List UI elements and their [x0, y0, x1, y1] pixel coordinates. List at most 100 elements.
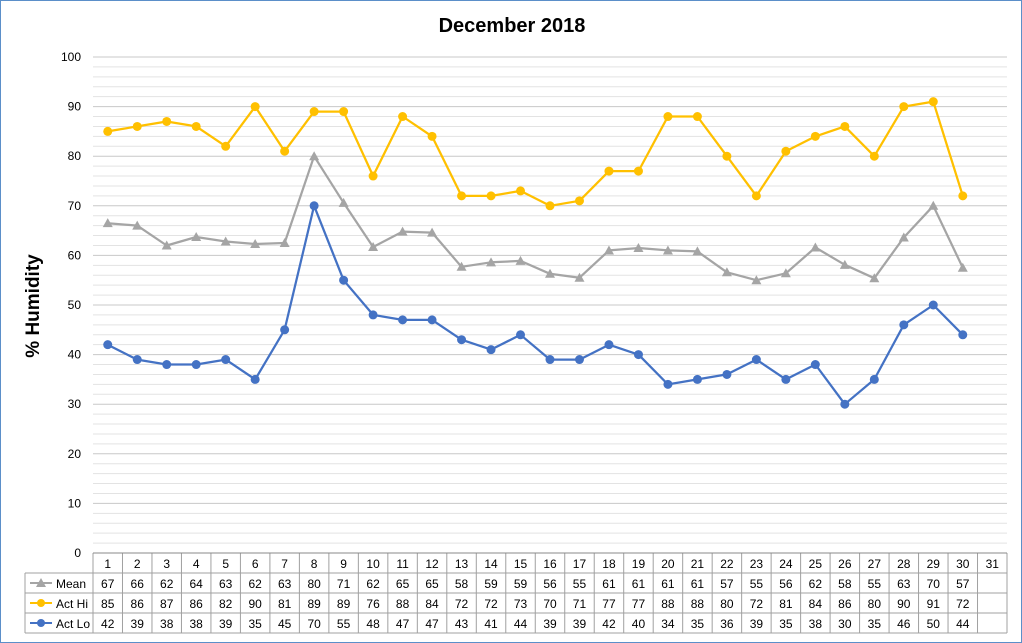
y-tick-label: 50: [68, 298, 82, 312]
table-value: 39: [750, 617, 764, 631]
series-point: [545, 201, 555, 211]
series-point: [692, 246, 703, 256]
table-value: 91: [927, 597, 941, 611]
table-value: 72: [750, 597, 764, 611]
series-point: [309, 151, 320, 161]
table-value: 67: [101, 577, 115, 591]
y-tick-label: 100: [61, 50, 81, 64]
series-point: [132, 220, 143, 230]
legend-key-marker: [36, 578, 46, 587]
series-point: [633, 350, 643, 360]
table-value: 58: [455, 577, 469, 591]
series-point: [132, 121, 142, 131]
series-point: [427, 227, 438, 237]
series-point: [928, 200, 939, 210]
table-value: 39: [131, 617, 145, 631]
series-point: [398, 112, 408, 122]
table-value: 38: [809, 617, 823, 631]
table-value: 62: [160, 577, 174, 591]
y-tick-label: 80: [68, 149, 82, 163]
series-point: [486, 191, 496, 201]
series-point: [633, 242, 644, 252]
table-value: 44: [956, 617, 970, 631]
table-value: 76: [366, 597, 380, 611]
x-tick-label: 16: [543, 557, 557, 571]
series-point: [751, 191, 761, 201]
table-value: 62: [248, 577, 262, 591]
series-point: [221, 141, 231, 151]
y-tick-label: 0: [74, 546, 81, 560]
table-value: 47: [425, 617, 439, 631]
table-value: 73: [514, 597, 528, 611]
x-tick-label: 5: [222, 557, 229, 571]
x-tick-label: 6: [252, 557, 259, 571]
table-value: 82: [219, 597, 233, 611]
series-point: [368, 241, 379, 251]
table-value: 72: [956, 597, 970, 611]
series-point: [191, 232, 202, 242]
table-value: 88: [691, 597, 705, 611]
series-point: [869, 151, 879, 161]
series-point: [869, 374, 879, 384]
table-value: 80: [868, 597, 882, 611]
x-tick-label: 22: [720, 557, 734, 571]
series-point: [191, 360, 201, 370]
series-point: [781, 146, 791, 156]
x-tick-label: 26: [838, 557, 852, 571]
table-value: 41: [484, 617, 498, 631]
table-value: 35: [248, 617, 262, 631]
table-value: 80: [307, 577, 321, 591]
series-point: [516, 330, 526, 340]
table-value: 56: [779, 577, 793, 591]
series-point: [751, 355, 761, 365]
legend-series-name: Act Lo: [56, 617, 90, 631]
series-point: [457, 335, 467, 345]
x-tick-label: 27: [868, 557, 882, 571]
series-point: [722, 151, 732, 161]
table-value: 59: [484, 577, 498, 591]
x-tick-label: 21: [691, 557, 705, 571]
table-value: 38: [190, 617, 204, 631]
series-point: [721, 267, 732, 277]
series-point: [603, 245, 614, 255]
series-point: [456, 261, 467, 271]
table-value: 84: [809, 597, 823, 611]
series-line: [107, 155, 964, 282]
table-value: 65: [396, 577, 410, 591]
series-point: [515, 255, 526, 265]
table-value: 84: [425, 597, 439, 611]
series-point: [928, 97, 938, 107]
series-point: [545, 268, 555, 278]
table-value: 72: [484, 597, 498, 611]
series-point: [339, 107, 349, 117]
table-value: 88: [396, 597, 410, 611]
table-value: 88: [661, 597, 675, 611]
series-point: [280, 325, 290, 335]
x-tick-label: 15: [514, 557, 528, 571]
series-point: [545, 355, 555, 365]
series-point: [574, 355, 584, 365]
series-line: [107, 100, 964, 207]
series-point: [103, 340, 113, 350]
x-tick-label: 4: [193, 557, 200, 571]
table-value: 66: [131, 577, 145, 591]
series-point: [663, 112, 673, 122]
series-point: [810, 242, 821, 252]
table-value: 42: [101, 617, 115, 631]
table-value: 35: [779, 617, 793, 631]
series-point: [574, 196, 584, 206]
table-value: 61: [691, 577, 705, 591]
y-tick-label: 40: [68, 348, 82, 362]
x-tick-label: 11: [396, 557, 409, 571]
y-tick-label: 60: [68, 248, 82, 262]
series-point: [692, 374, 702, 384]
series-point: [810, 360, 820, 370]
table-value: 35: [868, 617, 882, 631]
series-point: [221, 355, 231, 365]
table-value: 72: [455, 597, 469, 611]
x-tick-label: 31: [986, 557, 1000, 571]
x-tick-label: 17: [573, 557, 587, 571]
x-tick-label: 25: [809, 557, 823, 571]
x-tick-label: 1: [104, 557, 111, 571]
table-value: 47: [396, 617, 410, 631]
